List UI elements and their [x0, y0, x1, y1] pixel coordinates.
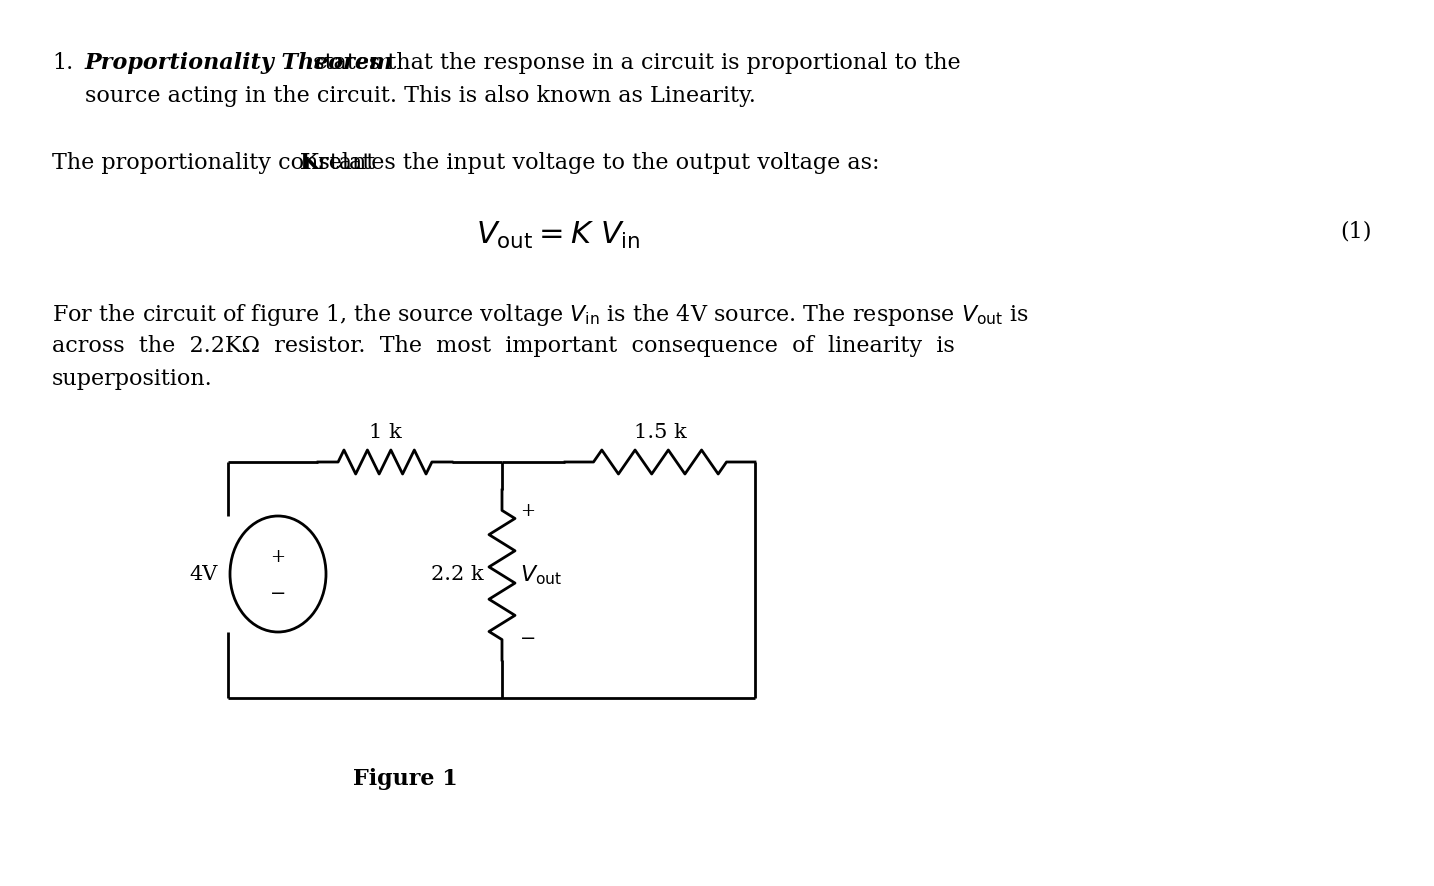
- Text: −: −: [521, 630, 536, 648]
- Text: states that the response in a circuit is proportional to the: states that the response in a circuit is…: [305, 52, 961, 74]
- Text: 4V: 4V: [189, 564, 218, 584]
- Text: 1.5 k: 1.5 k: [634, 423, 687, 442]
- Text: Figure 1: Figure 1: [353, 768, 457, 790]
- Text: $\mathit{V}_{\mathrm{out}} = \mathit{K}\ \mathit{V}_{\mathrm{in}}$: $\mathit{V}_{\mathrm{out}} = \mathit{K}\…: [476, 220, 641, 251]
- Text: $\mathit{V}_{\mathrm{out}}$: $\mathit{V}_{\mathrm{out}}$: [521, 563, 562, 587]
- Text: across  the  2.2KΩ  resistor.  The  most  important  consequence  of  linearity : across the 2.2KΩ resistor. The most impo…: [52, 335, 955, 357]
- Text: superposition.: superposition.: [52, 368, 212, 390]
- Text: +: +: [521, 502, 535, 520]
- Text: 2.2 k: 2.2 k: [432, 565, 485, 585]
- Text: For the circuit of figure 1, the source voltage $\mathit{V}_{\mathrm{in}}$ is th: For the circuit of figure 1, the source …: [52, 302, 1028, 328]
- Text: relates the input voltage to the output voltage as:: relates the input voltage to the output …: [311, 152, 879, 174]
- Text: +: +: [271, 548, 285, 566]
- Text: source acting in the circuit. This is also known as Linearity.: source acting in the circuit. This is al…: [85, 85, 756, 107]
- Text: K: K: [300, 152, 320, 174]
- Text: The proportionality constant: The proportionality constant: [52, 152, 383, 174]
- Text: −: −: [270, 585, 287, 603]
- Text: Proportionality Theorem: Proportionality Theorem: [85, 52, 393, 74]
- Text: 1 k: 1 k: [369, 423, 402, 442]
- Text: 1.: 1.: [52, 52, 73, 74]
- Text: (1): (1): [1339, 220, 1371, 242]
